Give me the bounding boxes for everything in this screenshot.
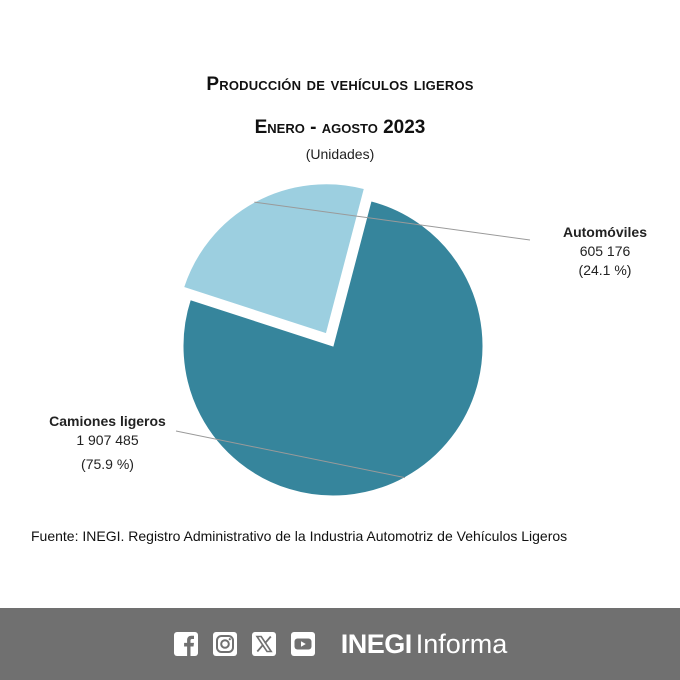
slice-percent: (75.9 %) [81, 456, 134, 472]
slice-name: Camiones ligeros [49, 413, 166, 429]
footer-bar: INEGI Informa [0, 608, 680, 680]
inegi-informa-logo: INEGI Informa [341, 629, 508, 660]
slice-percent: (24.1 %) [578, 262, 632, 278]
chart-units: (Unidades) [305, 146, 375, 162]
label-automoviles: Automóviles 605 176 (24.1 %) [545, 223, 665, 280]
leader-line [254, 201, 531, 241]
chart-subtitle: Enero - agosto 2023 [254, 117, 426, 138]
chart-title: Producción de vehículos ligeros [206, 74, 474, 95]
slice-value: 605 176 [579, 243, 631, 259]
instagram-icon[interactable] [212, 631, 238, 657]
facebook-icon[interactable] [173, 631, 199, 657]
x-icon[interactable] [251, 631, 277, 657]
slice-value: 1 907 485 [76, 432, 139, 448]
brand-bold: INEGI [340, 628, 413, 659]
pie-chart [175, 183, 531, 497]
source-note: Fuente: INEGI. Registro Administrativo d… [31, 528, 568, 544]
label-camiones-ligeros: Camiones ligeros 1 907 485 (75.9 %) [30, 412, 185, 474]
slice-name: Automóviles [562, 224, 647, 240]
youtube-icon[interactable] [290, 631, 316, 657]
brand-light: Informa [415, 628, 508, 659]
leader-line [175, 430, 406, 479]
